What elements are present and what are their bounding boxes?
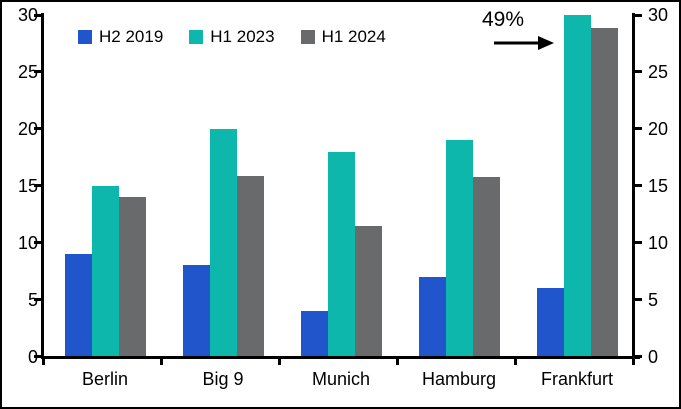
x-tick <box>41 357 45 365</box>
y-tick-right <box>633 13 642 17</box>
y-tick-left <box>34 127 43 131</box>
x-tick <box>631 357 635 365</box>
bar-h2-2019-big-9 <box>182 265 210 357</box>
legend-item-h1-2024: H1 2024 <box>300 27 386 47</box>
y-tick-right <box>633 70 642 74</box>
legend-item-h1-2023: H1 2023 <box>189 27 275 47</box>
bar-h2-2019-munich <box>300 310 328 357</box>
legend: H2 2019 H1 2023 H1 2024 <box>78 27 386 47</box>
x-tick <box>159 357 163 365</box>
y-tick-right <box>633 184 642 188</box>
bar-h1-2023-frankfurt <box>563 15 591 357</box>
annotation-49pct: 49% <box>472 8 572 52</box>
bar-h1-2024-big-9 <box>236 175 264 357</box>
y-tick-left <box>34 184 43 188</box>
y-tick-left <box>34 355 43 358</box>
y-tick-right <box>633 298 642 302</box>
legend-swatch-icon <box>78 30 92 44</box>
y-tick-label-right: 30 <box>648 5 669 25</box>
annotation-text: 49% <box>481 8 525 31</box>
y-tick-right <box>633 355 642 358</box>
x-tick <box>395 357 399 365</box>
y-tick-label-left: 5 <box>27 289 38 310</box>
x-tick <box>277 357 281 365</box>
x-tick <box>513 357 517 365</box>
x-axis <box>41 356 640 359</box>
y-tick-label-left: 10 <box>17 232 38 253</box>
y-tick-label-right: 10 <box>648 232 669 253</box>
y-tick-left <box>34 298 43 302</box>
y-tick-right <box>633 127 642 131</box>
x-category-label: Munich <box>311 369 371 389</box>
y-tick-label-right: 5 <box>648 289 659 310</box>
y-tick-label-right: 0 <box>648 346 659 367</box>
y-tick-label-left: 20 <box>17 118 38 139</box>
bar-h1-2024-berlin <box>118 197 146 357</box>
y-tick-label-left: 15 <box>17 175 38 196</box>
legend-label: H1 2024 <box>321 27 386 46</box>
bar-h2-2019-frankfurt <box>536 288 564 357</box>
bar-h2-2019-berlin <box>64 254 92 357</box>
bar-h1-2024-hamburg <box>472 176 500 357</box>
y-tick-label-left: 25 <box>17 61 38 82</box>
y-tick-label-right: 15 <box>648 175 669 196</box>
bar-h1-2024-munich <box>354 225 382 357</box>
bar-h1-2024-frankfurt <box>590 27 618 357</box>
y-tick-label-left: 0 <box>27 346 38 367</box>
x-category-label: Berlin <box>81 369 129 389</box>
bar-h2-2019-hamburg <box>418 276 446 357</box>
legend-swatch-icon <box>189 30 204 44</box>
bar-h1-2023-big-9 <box>209 128 237 357</box>
y-tick-right <box>633 241 642 245</box>
y-tick-left <box>34 241 43 245</box>
x-category-label: Frankfurt <box>540 369 614 389</box>
legend-label: H1 2023 <box>210 27 275 46</box>
legend-item-h2-2019: H2 2019 <box>78 27 163 47</box>
bar-h1-2023-berlin <box>91 185 119 357</box>
legend-swatch-icon <box>300 30 315 44</box>
y-tick-label-left: 30 <box>17 5 38 25</box>
x-category-label: Big 9 <box>202 369 244 389</box>
y-tick-left <box>34 70 43 74</box>
x-category-label: Hamburg <box>421 369 497 389</box>
bar-h1-2023-hamburg <box>445 140 473 357</box>
bar-h1-2023-munich <box>327 151 355 357</box>
y-tick-left <box>34 13 43 17</box>
y-tick-label-right: 25 <box>648 61 669 82</box>
legend-label: H2 2019 <box>99 27 164 46</box>
arrow-right-icon <box>494 36 554 50</box>
y-tick-label-right: 20 <box>648 118 669 139</box>
